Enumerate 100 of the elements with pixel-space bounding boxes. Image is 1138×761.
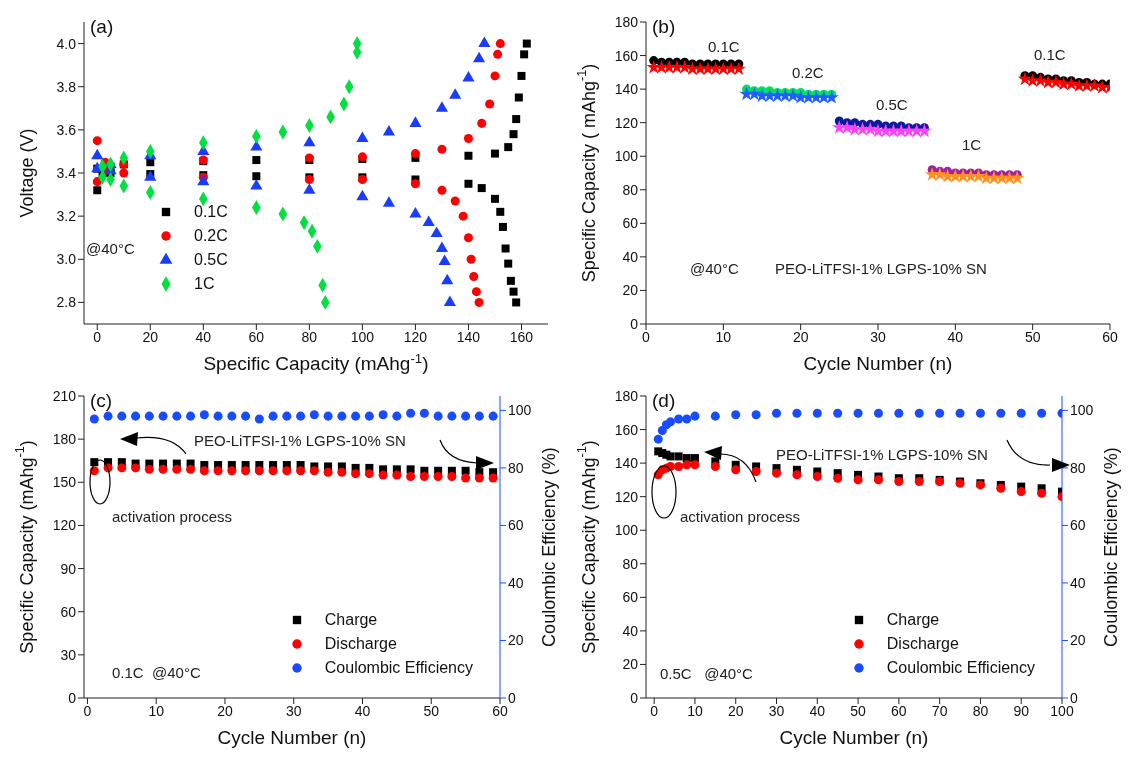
y2-tick-label: 20 — [508, 632, 524, 649]
y2-tick-label: 100 — [1070, 402, 1094, 419]
point — [419, 472, 429, 482]
y-tick-label: 120 — [52, 517, 77, 534]
annotation: activation process — [680, 508, 801, 525]
point — [309, 466, 319, 476]
point — [1017, 71, 1033, 86]
point — [914, 408, 924, 418]
x-axis-title: Cycle Number (n) — [779, 727, 929, 748]
point — [498, 222, 507, 231]
x-tick-label: 20 — [142, 328, 159, 345]
x-tick-label: 60 — [1102, 328, 1118, 345]
y-tick-label: 3.2 — [56, 208, 77, 225]
annotation: 1C — [962, 136, 982, 153]
y-tick-label: 60 — [622, 589, 639, 606]
point — [863, 121, 878, 136]
point — [92, 136, 102, 146]
point — [490, 71, 500, 81]
x-tick-label: 0 — [642, 328, 651, 345]
chart-title: (a) — [90, 16, 114, 38]
x-axis-title: Specific Capacity (mAhg$^{-1}$) — [203, 350, 429, 374]
point — [1037, 488, 1047, 498]
y2-tick-label: 40 — [508, 574, 524, 591]
point — [337, 467, 347, 477]
legend-label: Charge — [324, 611, 378, 629]
point — [517, 71, 526, 80]
point — [478, 36, 491, 48]
point — [158, 464, 168, 474]
point — [839, 120, 855, 134]
point — [323, 467, 333, 477]
point — [975, 408, 985, 418]
point — [406, 465, 415, 474]
point — [833, 473, 843, 483]
point — [935, 408, 945, 418]
y2-tick-label: 40 — [1070, 574, 1086, 591]
point — [443, 295, 456, 306]
point — [131, 463, 141, 473]
annotation: 0.1C — [708, 38, 740, 55]
point — [438, 254, 451, 265]
y-tick-label: 3.4 — [56, 164, 77, 181]
point — [464, 151, 473, 160]
point — [666, 452, 675, 461]
point — [751, 410, 761, 420]
point — [409, 206, 422, 218]
y-tick-label: 60 — [60, 603, 77, 620]
chart-title: (c) — [90, 390, 113, 412]
y2-axis-title: Coulombic Efficiency (%) — [1100, 447, 1121, 647]
point — [785, 88, 801, 102]
point — [268, 466, 278, 476]
point — [351, 469, 361, 479]
chart-title: (b) — [652, 16, 676, 38]
point — [471, 287, 481, 297]
point — [410, 149, 420, 159]
annotation: 0.1C @40°C — [112, 664, 201, 681]
y-tick-label: 140 — [614, 81, 639, 98]
point — [495, 39, 505, 49]
point — [199, 466, 209, 476]
point — [466, 254, 476, 264]
y-tick-label: 210 — [52, 387, 77, 404]
chart-title: (d) — [652, 390, 676, 412]
annotation: 0.5C — [876, 96, 908, 113]
point — [772, 468, 782, 478]
annotation: 0.2C — [792, 64, 824, 81]
y-tick-label: 80 — [622, 181, 639, 198]
point — [437, 144, 447, 154]
y-tick-label: 3.8 — [56, 78, 77, 95]
point — [853, 408, 863, 418]
point — [93, 186, 102, 195]
point — [512, 298, 521, 307]
y-tick-label: 100 — [614, 522, 639, 539]
point — [674, 461, 684, 471]
point — [472, 51, 486, 63]
point — [674, 414, 684, 424]
x-tick-label: 120 — [403, 328, 428, 345]
point — [747, 86, 762, 101]
point — [514, 93, 523, 102]
x-tick-label: 0 — [650, 702, 659, 719]
point — [410, 179, 420, 189]
point — [441, 273, 454, 285]
point — [653, 434, 663, 444]
y-tick-label: 160 — [614, 421, 639, 438]
y-tick-label: 80 — [622, 555, 639, 572]
x-tick-label: 100 — [350, 328, 375, 345]
annotation: activation process — [112, 508, 233, 525]
x-tick-label: 0 — [93, 328, 102, 345]
y2-tick-label: 60 — [1070, 517, 1086, 534]
point — [710, 461, 720, 471]
y2-tick-label: 80 — [1070, 459, 1086, 476]
point — [303, 183, 316, 194]
x-tick-label: 160 — [509, 328, 534, 345]
point — [282, 466, 292, 476]
point — [731, 410, 741, 420]
y-tick-label: 20 — [622, 656, 639, 673]
point — [873, 475, 883, 485]
y-tick-label: 180 — [614, 387, 639, 404]
point — [932, 167, 948, 181]
y-tick-label: 20 — [622, 282, 639, 299]
point — [853, 475, 863, 485]
point — [450, 196, 460, 206]
point — [674, 452, 683, 461]
